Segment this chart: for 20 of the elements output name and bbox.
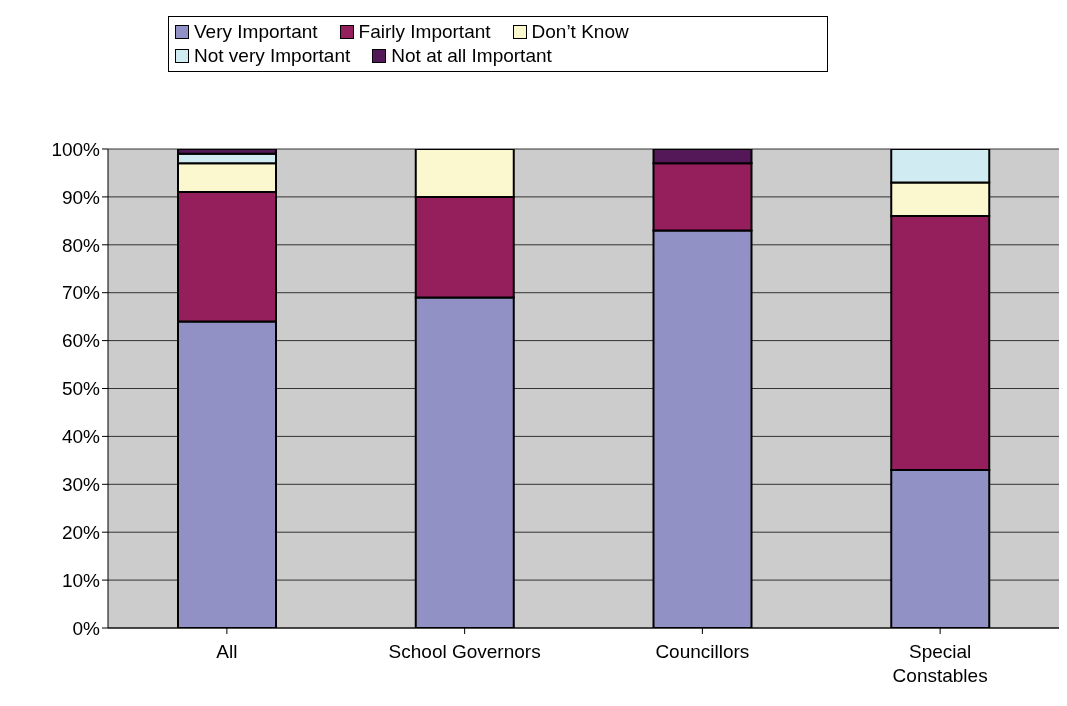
legend-label: Fairly Important [357, 21, 491, 43]
legend-label: Don’t Know [530, 21, 629, 43]
legend-label: Very Important [193, 21, 318, 43]
y-tick-label: 40% [61, 426, 101, 448]
y-tick-label: 90% [61, 186, 101, 208]
y-tick-label: 80% [61, 234, 101, 256]
y-tick-label: 50% [61, 378, 101, 400]
x-tick-label: All [216, 641, 238, 662]
y-tick-label: 0% [72, 617, 101, 639]
x-tick-label: Councillors [655, 641, 750, 662]
y-tick-label: 20% [61, 521, 101, 543]
x-tick-label: School Governors [388, 641, 541, 662]
y-tick-label: 70% [61, 282, 101, 304]
x-tick-label: Special Constables [892, 641, 988, 686]
legend-label: Not at all Important [390, 45, 552, 67]
y-tick-label: 100% [51, 138, 101, 160]
y-tick-label: 60% [61, 330, 101, 352]
y-tick-label: 10% [61, 569, 101, 591]
legend-label: Not very Important [193, 45, 351, 67]
y-tick-label: 30% [61, 474, 101, 496]
